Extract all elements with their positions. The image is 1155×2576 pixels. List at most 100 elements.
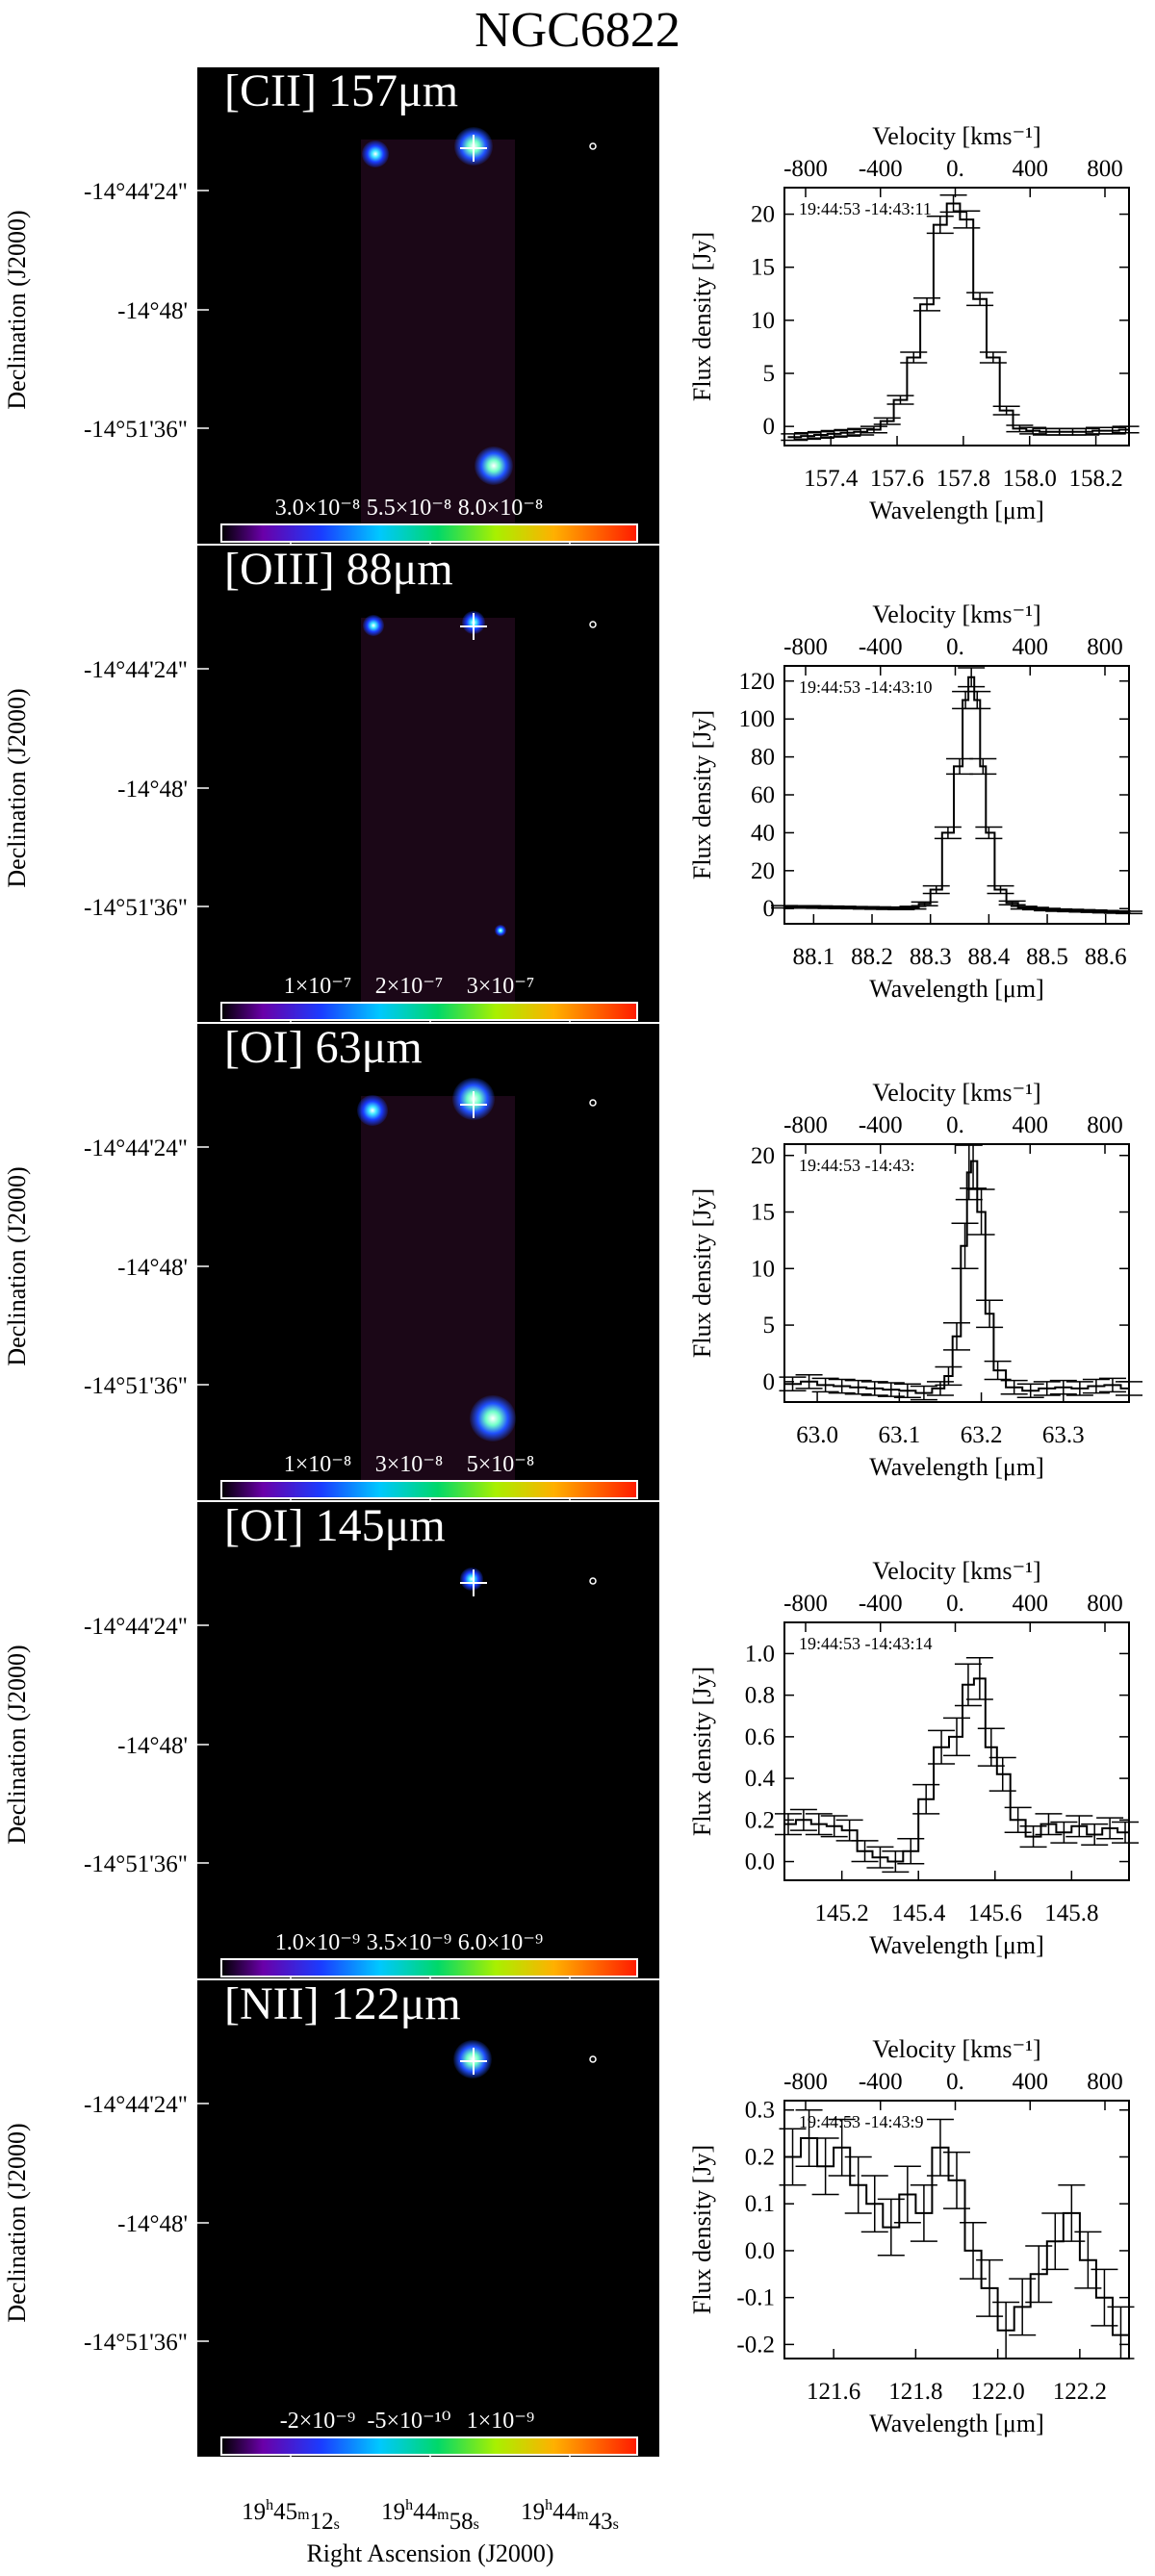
velocity-tick-label: 800 [1087,1112,1123,1138]
velocity-tick-label: 400 [1013,1591,1049,1617]
colorbar-tick-label: 1.0×10⁻⁹ [275,1930,361,1955]
dec-tick-label: -14°44'24" [84,2092,188,2118]
y-tick-label: 100 [739,706,776,732]
spectrum-frame [783,187,1130,446]
y-axis-label: Flux density [Jy] [688,1667,716,1836]
dec-axis-label: Declination (J2000) [3,1645,31,1844]
y-tick-label: 120 [739,669,776,695]
velocity-tick-label: -800 [783,156,828,182]
colorbar [220,1480,638,1499]
beam-circle [589,1577,597,1585]
map-footprint [361,618,515,1003]
dec-tick-label: -14°44'24" [84,179,188,205]
velocity-tick-label: 0. [946,1591,964,1617]
y-axis-label: Flux density [Jy] [688,2145,716,2314]
dec-axis-label: Declination (J2000) [3,1166,31,1365]
y-tick-label: 0.3 [745,2098,775,2124]
ra-tick-label: 19h44m58s [381,2497,479,2535]
ra-value: 19 [521,2499,545,2525]
panel-3: [OI] 63μm 1×10⁻⁸ 3×10⁻⁸ 5×10⁻⁸ -14°44'24" -14… [3,1022,1142,1500]
velocity-axis-label: Velocity [kms⁻¹] [872,600,1040,628]
ra-unit: h [545,2497,552,2513]
y-tick-label: 15 [751,255,775,281]
velocity-tick-label: 0. [946,2069,964,2095]
y-tick-label: 20 [751,858,775,884]
beam-circle [589,142,597,150]
ra-value: 45 [273,2499,297,2525]
velocity-tick-label: -400 [859,1591,903,1617]
x-tick-label: 88.6 [1085,944,1127,970]
x-tick-label: 63.1 [878,1422,920,1448]
x-tick-label: 145.8 [1044,1900,1098,1926]
beam-circle [589,2055,597,2063]
spectrum-line [784,676,1129,914]
y-tick-label: 10 [751,308,775,334]
panel-2: [OIII] 88μm 1×10⁻⁷ 2×10⁻⁷ 3×10⁻⁷ -14°44'24" -… [3,544,1142,1022]
y-tick-label: 15 [751,1200,775,1226]
velocity-tick-label: 800 [1087,1591,1123,1617]
spectrum-frame [783,665,1130,925]
colorbar-tick-label: 2×10⁻⁷ [375,974,444,999]
colorbar-tick-label: 3.5×10⁻⁹ [367,1930,452,1955]
colorbar-tick-label: 1×10⁻⁸ [284,1452,352,1477]
y-tick-label: 0.0 [745,2238,775,2264]
y-tick-label: 0.1 [745,2191,775,2217]
velocity-tick-label: 400 [1013,156,1049,182]
ra-value: 12 [310,2509,334,2535]
x-tick-label: 145.2 [815,1900,869,1926]
y-tick-label: 20 [751,1143,775,1169]
dec-tick-label: -14°51'36" [84,1373,188,1399]
y-tick-label: 0 [763,1369,776,1395]
velocity-tick-label: 400 [1013,2069,1049,2095]
y-axis-label: Flux density [Jy] [688,232,716,401]
x-tick-label: 88.5 [1026,944,1068,970]
velocity-axis-label: Velocity [kms⁻¹] [872,1079,1040,1107]
ra-value: 58 [449,2509,474,2535]
y-tick-label: -0.1 [736,2285,775,2311]
ra-unit: s [613,2516,619,2533]
x-tick-label: 88.1 [792,944,834,970]
dec-tick-label: -14°51'36" [84,2330,188,2356]
emission-source-1 [357,1095,388,1126]
y-tick-label: 10 [751,1256,775,1282]
ra-unit: m [577,2507,589,2523]
dec-tick-label: -14°44'24" [84,1135,188,1161]
beam-circle [589,621,597,628]
velocity-tick-label: 0. [946,1112,964,1138]
velocity-tick-label: -800 [783,1591,828,1617]
ra-unit: s [334,2516,340,2533]
y-tick-label: 60 [751,782,775,808]
y-tick-label: 0 [763,896,776,922]
dec-tick-label: -14°48' [117,1255,188,1281]
velocity-tick-label: 400 [1013,1112,1049,1138]
velocity-tick-label: 0. [946,156,964,182]
x-tick-label: 145.6 [968,1900,1022,1926]
panel-5: [NII] 122μm -2×10⁻⁹ -5×10⁻¹⁰ 1×10⁻⁹ -14°44'2… [3,1978,1135,2457]
ra-unit: h [266,2497,273,2513]
x-axis-label: Wavelength [μm] [869,497,1044,524]
emission-source-1 [460,1568,483,1591]
velocity-tick-label: -400 [859,634,903,660]
position-label: 19:44:53 -14:43:10 [799,677,933,697]
colorbar-tick-label: 1×10⁻⁷ [284,974,352,999]
y-tick-label: 20 [751,202,775,228]
y-tick-label: -0.2 [736,2332,775,2358]
dec-tick-label: -14°44'24" [84,657,188,683]
y-tick-label: 0.6 [745,1724,775,1750]
colorbar-tick-label: 1×10⁻⁹ [467,2409,535,2434]
dec-tick-label: -14°48' [117,2211,188,2237]
velocity-tick-label: 800 [1087,156,1123,182]
ra-tick-label: 19h45m12s [242,2497,340,2535]
ra-value: 19 [242,2499,266,2525]
emission-source-3 [470,1395,516,1441]
x-axis-label: Wavelength [μm] [869,975,1044,1003]
colorbar-tick-label: 6.0×10⁻⁹ [458,1930,544,1955]
colorbar [220,1958,638,1977]
emission-source-3 [495,925,506,936]
x-axis-label: Wavelength [μm] [869,2410,1044,2437]
velocity-tick-label: -800 [783,2069,828,2095]
velocity-tick-label: 800 [1087,2069,1123,2095]
colorbar-tick-label: 3×10⁻⁸ [375,1452,444,1477]
x-tick-label: 88.2 [851,944,893,970]
x-tick-label: 157.8 [937,466,990,492]
